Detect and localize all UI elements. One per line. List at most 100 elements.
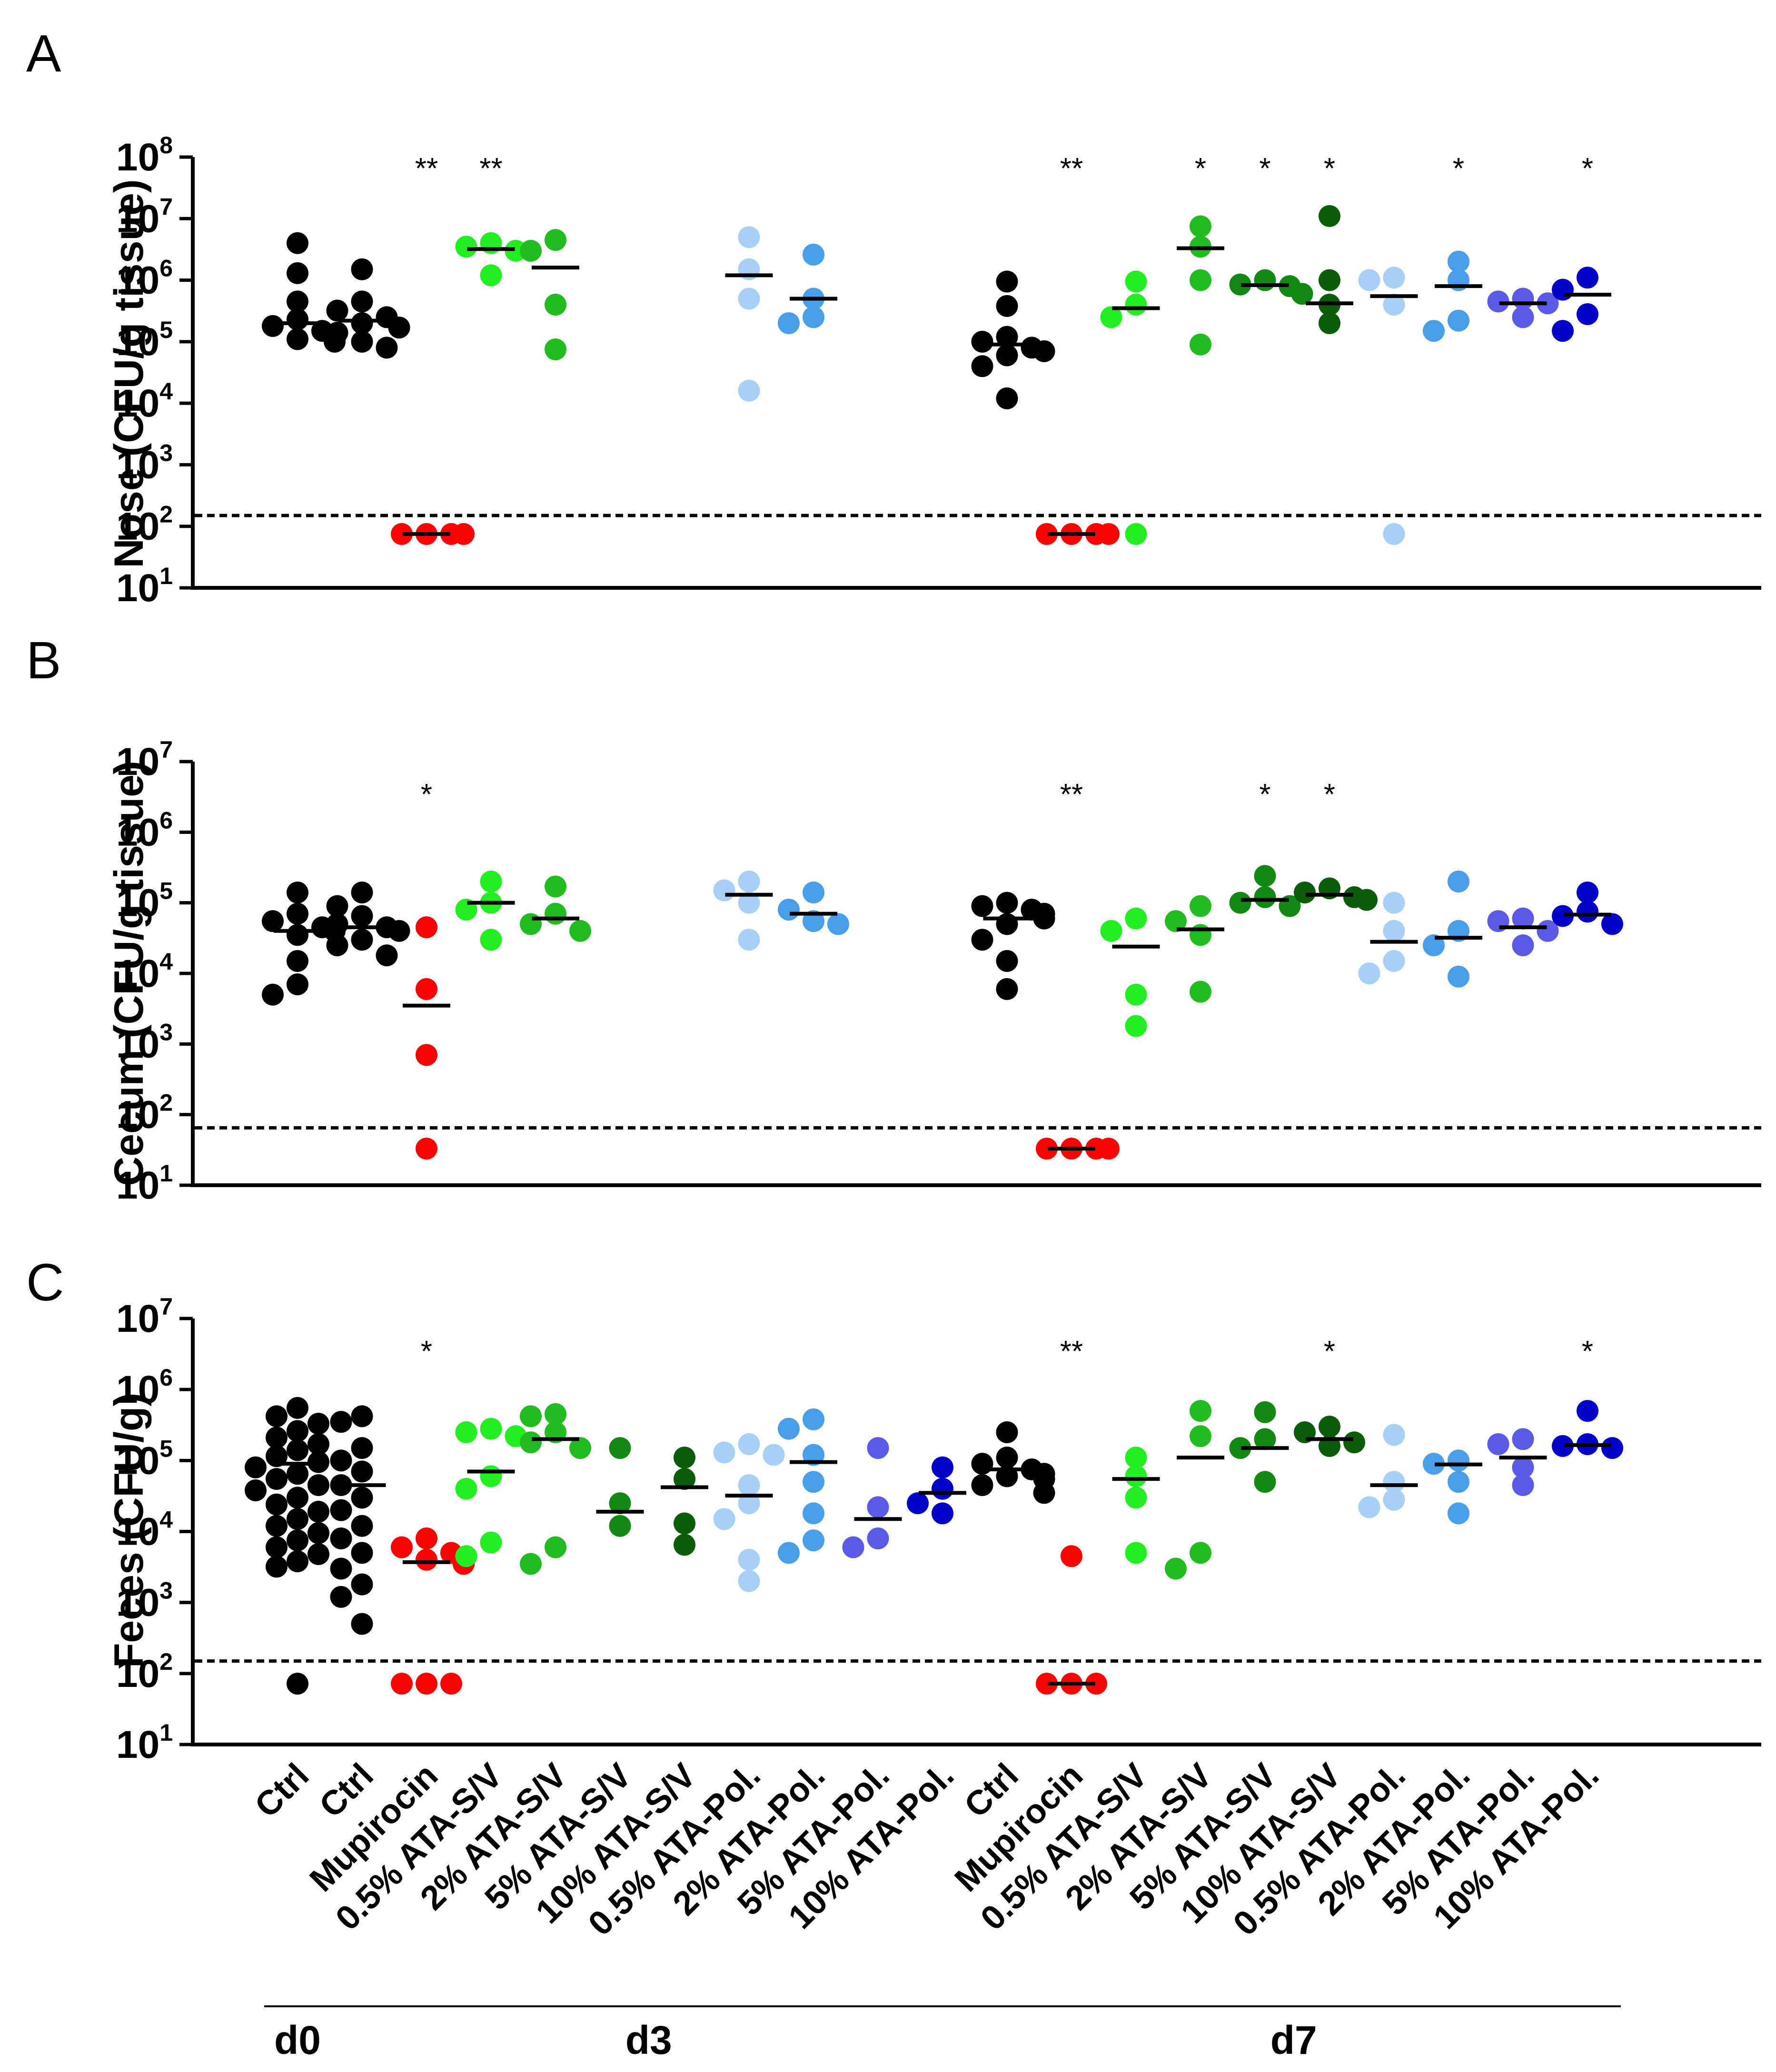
y-tick-base: 10 bbox=[116, 1439, 159, 1482]
data-point bbox=[330, 1557, 352, 1580]
data-point bbox=[1190, 1425, 1211, 1447]
data-point bbox=[287, 1463, 308, 1485]
data-point bbox=[1254, 886, 1276, 908]
data-point bbox=[1356, 889, 1378, 911]
data-point bbox=[416, 916, 437, 939]
data-point bbox=[971, 929, 993, 951]
data-point bbox=[266, 1445, 288, 1467]
data-point bbox=[569, 920, 591, 942]
y-tick-base: 10 bbox=[116, 1368, 159, 1411]
data-point bbox=[266, 1536, 288, 1558]
significance-marker: * bbox=[421, 778, 432, 811]
data-point bbox=[1358, 269, 1380, 291]
significance-marker: * bbox=[1324, 1335, 1335, 1368]
data-point bbox=[545, 1403, 566, 1425]
data-point bbox=[351, 929, 373, 951]
data-point bbox=[351, 330, 373, 353]
data-point bbox=[287, 262, 308, 284]
y-tick-exponent: 4 bbox=[159, 378, 173, 405]
data-point bbox=[326, 299, 348, 322]
data-point bbox=[1254, 865, 1276, 887]
data-point bbox=[1577, 1400, 1598, 1422]
data-point bbox=[520, 1553, 542, 1575]
data-point bbox=[1125, 523, 1147, 545]
data-point bbox=[1319, 269, 1340, 291]
data-point bbox=[1383, 523, 1405, 545]
data-point bbox=[1036, 1138, 1058, 1160]
data-point bbox=[351, 258, 373, 280]
data-point bbox=[308, 1412, 329, 1435]
data-point bbox=[455, 1421, 477, 1443]
y-tick-exponent: 1 bbox=[159, 1719, 173, 1746]
data-point bbox=[416, 978, 437, 1000]
y-tick-exponent: 7 bbox=[159, 736, 173, 763]
data-point bbox=[971, 330, 993, 353]
data-point bbox=[996, 270, 1018, 293]
data-point bbox=[1100, 306, 1122, 328]
data-point bbox=[803, 1408, 824, 1430]
data-point bbox=[416, 1527, 437, 1549]
data-point bbox=[996, 892, 1018, 914]
y-tick-label: 107 bbox=[116, 1293, 173, 1340]
data-point bbox=[1229, 892, 1251, 914]
y-tick-base: 10 bbox=[116, 382, 159, 425]
data-point bbox=[1448, 965, 1469, 988]
data-point bbox=[351, 1460, 373, 1483]
data-point bbox=[1343, 1431, 1365, 1454]
data-point bbox=[867, 1437, 889, 1459]
significance-marker: ** bbox=[1060, 1335, 1083, 1368]
significance-marker: ** bbox=[1060, 778, 1083, 811]
data-point bbox=[287, 1529, 308, 1552]
data-point bbox=[971, 355, 993, 377]
data-point bbox=[388, 317, 410, 339]
data-point bbox=[738, 1474, 760, 1497]
data-point bbox=[738, 892, 760, 914]
data-point bbox=[1358, 1496, 1380, 1518]
y-tick-base: 10 bbox=[116, 952, 159, 995]
data-point bbox=[351, 290, 373, 313]
data-point bbox=[520, 1431, 542, 1454]
data-point bbox=[1448, 1502, 1469, 1525]
data-point bbox=[1254, 1401, 1276, 1423]
data-point bbox=[996, 295, 1018, 317]
data-point bbox=[713, 879, 735, 902]
data-point bbox=[1448, 1449, 1469, 1472]
data-point bbox=[1448, 1471, 1469, 1493]
data-point bbox=[266, 1468, 288, 1490]
y-tick-base: 10 bbox=[116, 1297, 159, 1340]
data-point bbox=[738, 1570, 760, 1592]
data-point bbox=[1294, 881, 1316, 903]
significance-marker: * bbox=[1195, 152, 1206, 185]
data-point bbox=[1165, 1557, 1187, 1580]
data-point bbox=[391, 1536, 413, 1558]
data-point bbox=[569, 1437, 591, 1459]
data-point bbox=[480, 929, 502, 951]
data-point bbox=[1383, 950, 1405, 972]
data-point bbox=[609, 1437, 631, 1459]
data-point bbox=[330, 1449, 352, 1472]
data-point bbox=[867, 1496, 889, 1518]
data-point bbox=[996, 950, 1018, 972]
data-point bbox=[287, 973, 308, 995]
data-point bbox=[1358, 962, 1380, 984]
data-point bbox=[738, 871, 760, 893]
data-point bbox=[996, 344, 1018, 367]
y-tick-label: 104 bbox=[116, 948, 173, 995]
y-tick-label: 107 bbox=[116, 736, 173, 783]
data-point bbox=[416, 1044, 437, 1066]
data-point bbox=[1512, 907, 1534, 930]
data-point bbox=[262, 910, 284, 932]
data-point bbox=[1512, 934, 1534, 956]
significance-marker: * bbox=[1324, 152, 1335, 185]
data-point bbox=[1254, 1428, 1276, 1450]
y-tick-label: 106 bbox=[116, 1364, 173, 1411]
y-tick-label: 103 bbox=[116, 439, 173, 486]
data-point bbox=[1552, 278, 1574, 301]
significance-marker: ** bbox=[479, 152, 502, 185]
data-point bbox=[1577, 881, 1598, 903]
data-point bbox=[351, 312, 373, 334]
data-point bbox=[287, 1397, 308, 1419]
data-point bbox=[308, 1543, 329, 1566]
day-label: d7 bbox=[1270, 2018, 1317, 2062]
data-point bbox=[1100, 920, 1122, 942]
